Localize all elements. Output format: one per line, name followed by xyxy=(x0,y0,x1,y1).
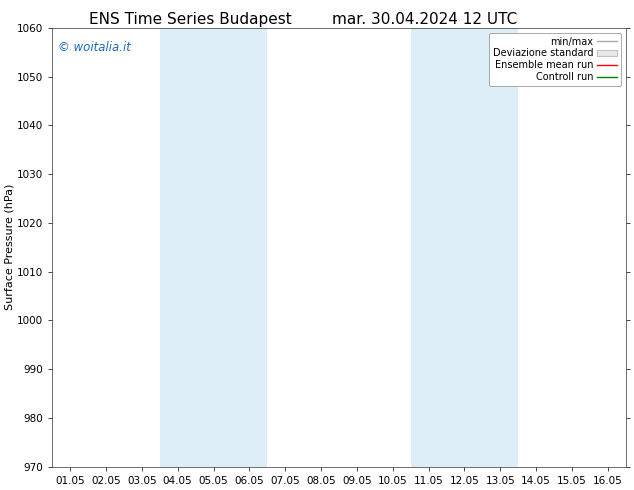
Text: © woitalia.it: © woitalia.it xyxy=(58,41,131,54)
Bar xyxy=(160,28,268,467)
Y-axis label: Surface Pressure (hPa): Surface Pressure (hPa) xyxy=(4,184,14,311)
Bar xyxy=(411,28,518,467)
Legend: min/max, Deviazione standard, Ensemble mean run, Controll run: min/max, Deviazione standard, Ensemble m… xyxy=(489,33,621,86)
Text: mar. 30.04.2024 12 UTC: mar. 30.04.2024 12 UTC xyxy=(332,12,517,27)
Text: ENS Time Series Budapest: ENS Time Series Budapest xyxy=(89,12,292,27)
